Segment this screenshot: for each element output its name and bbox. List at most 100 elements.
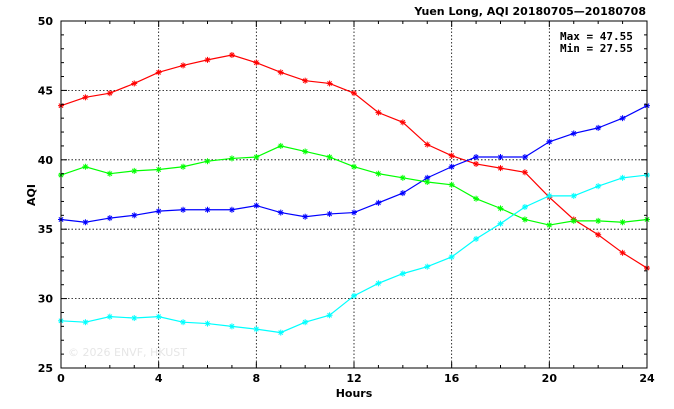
data-point [204, 56, 211, 63]
data-point [375, 109, 382, 116]
data-point [228, 206, 235, 213]
data-point [448, 152, 455, 159]
watermark: © 2026 ENVF, HKUST [68, 346, 187, 359]
data-point [424, 141, 431, 148]
tick-layer: 0 4 8 12 16 20 24 25 30 35 40 45 50 [38, 15, 655, 385]
data-point [351, 292, 357, 299]
data-point [473, 235, 480, 242]
data-point [521, 203, 528, 210]
data-point [546, 222, 553, 229]
data-point [326, 210, 333, 217]
data-point [180, 206, 187, 213]
data-point [131, 80, 138, 87]
data-point [351, 163, 357, 170]
grid-lines [61, 21, 647, 368]
chart-title: Yuen Long, AQI 20180705—20180708 [413, 5, 646, 18]
data-point [473, 154, 480, 161]
data-point [131, 315, 138, 322]
data-point [302, 213, 309, 220]
data-point [82, 163, 89, 170]
data-point [155, 69, 162, 76]
y-tick-label: 45 [38, 84, 53, 97]
data-point [619, 115, 626, 122]
x-axis-label: Hours [336, 387, 373, 400]
data-point [131, 212, 138, 219]
data-point [155, 313, 162, 320]
data-point [82, 219, 89, 226]
x-tick-label: 20 [542, 372, 558, 385]
data-point [546, 192, 553, 199]
data-point [595, 183, 602, 190]
data-point [82, 94, 89, 101]
data-point [619, 249, 626, 256]
y-tick-label: 30 [38, 293, 54, 306]
data-point [570, 217, 577, 224]
y-tick-label: 50 [38, 15, 54, 28]
data-point [253, 59, 260, 66]
data-point [351, 90, 357, 97]
data-point [106, 170, 113, 177]
data-point [497, 220, 504, 227]
stat-max: Max = 47.55 [560, 30, 633, 43]
data-point [351, 209, 357, 216]
data-point [595, 217, 602, 224]
data-point [326, 80, 333, 87]
data-point [399, 190, 406, 197]
data-point [448, 181, 455, 188]
data-point [277, 209, 284, 216]
data-point [595, 231, 602, 238]
data-point [106, 90, 113, 97]
data-point [180, 163, 187, 170]
data-point [302, 319, 309, 326]
data-point [253, 202, 260, 209]
data-point [253, 154, 260, 161]
data-point [570, 192, 577, 199]
y-tick-label: 40 [38, 154, 54, 167]
data-point [473, 195, 480, 202]
data-point [82, 319, 89, 326]
data-point [570, 130, 577, 137]
data-point [399, 174, 406, 181]
data-point [497, 205, 504, 212]
series-layer [58, 52, 650, 336]
x-tick-label: 16 [444, 372, 460, 385]
data-point [106, 215, 113, 222]
data-point [595, 124, 602, 131]
data-point [180, 62, 187, 69]
data-point [448, 163, 455, 170]
data-point [228, 323, 235, 330]
data-point [424, 263, 431, 270]
x-tick-label: 8 [253, 372, 261, 385]
data-point [277, 329, 284, 336]
data-point [546, 138, 553, 145]
data-point [619, 219, 626, 226]
y-axis-label: AQI [25, 184, 38, 206]
data-point [521, 154, 528, 161]
data-point [521, 216, 528, 223]
stat-min: Min = 27.55 [560, 42, 633, 55]
data-point [204, 206, 211, 213]
data-point [302, 77, 309, 84]
data-point [399, 270, 406, 277]
x-tick-label: 12 [346, 372, 361, 385]
data-point [619, 174, 626, 181]
data-point [131, 167, 138, 174]
data-point [180, 319, 187, 326]
data-point [326, 154, 333, 161]
y-tick-label: 35 [38, 223, 53, 236]
data-point [302, 148, 309, 155]
data-point [155, 208, 162, 215]
x-tick-label: 24 [639, 372, 655, 385]
data-point [228, 155, 235, 162]
data-point [497, 154, 504, 161]
data-point [448, 253, 455, 260]
data-point [424, 179, 431, 186]
data-point [228, 52, 235, 59]
y-tick-label: 25 [38, 362, 53, 375]
x-tick-label: 0 [57, 372, 65, 385]
data-point [204, 158, 211, 165]
x-tick-label: 4 [155, 372, 163, 385]
data-point [521, 169, 528, 176]
data-point [473, 160, 480, 167]
